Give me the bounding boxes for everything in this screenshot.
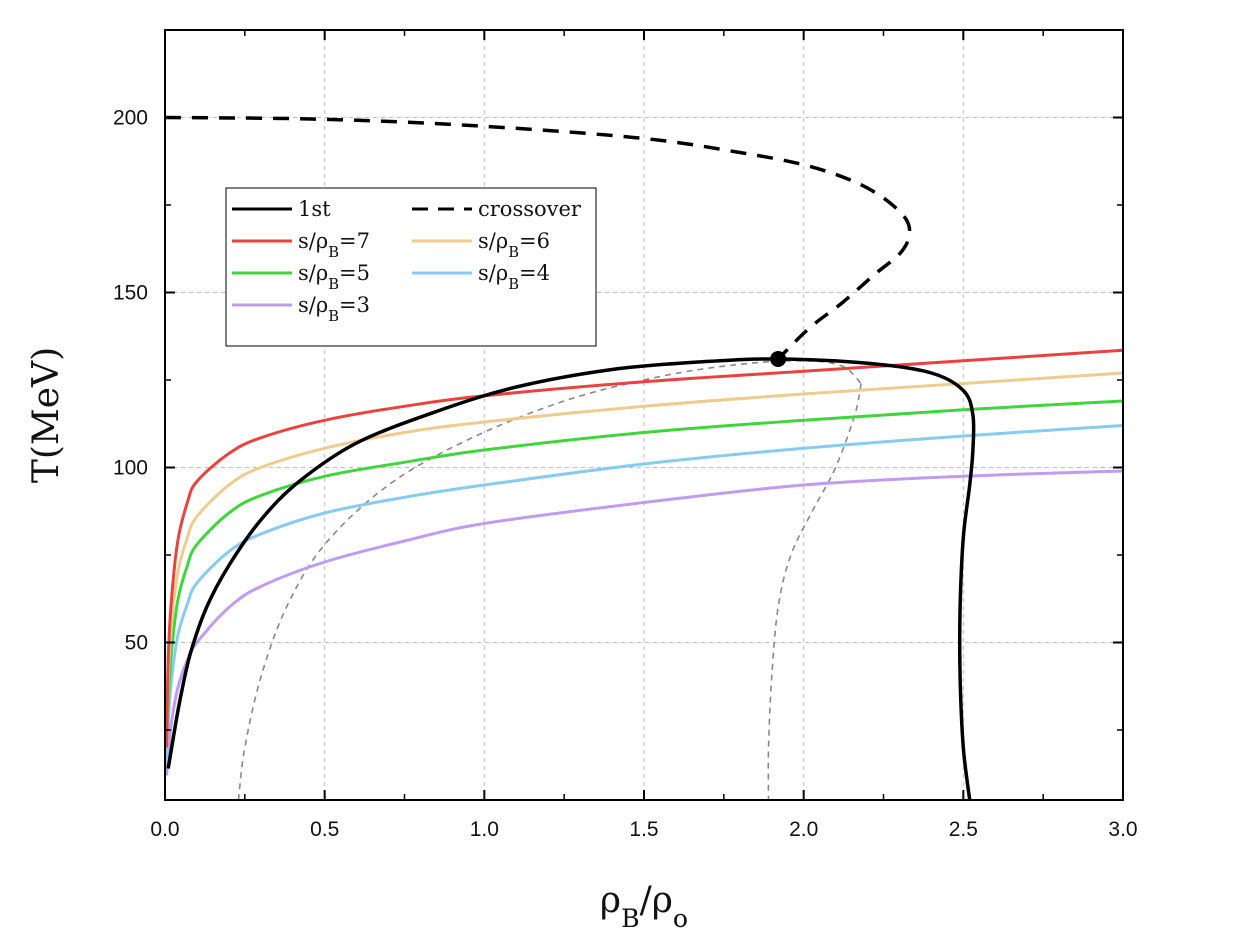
legend-label: s/ρB=6 [478, 229, 550, 261]
series-s-b-4 [165, 424, 1124, 766]
curves [164, 115, 1124, 801]
x-tick-label: 3.0 [1108, 818, 1137, 841]
legend-label: s/ρB=3 [298, 293, 370, 325]
x-tick-label: 0.0 [150, 818, 179, 841]
y-tick-label: 100 [113, 457, 148, 480]
x-tick-label: 1.0 [470, 818, 499, 841]
critical-point [770, 351, 787, 367]
x-tick-label: 2.0 [789, 818, 818, 841]
series-s-b-7 [165, 348, 1124, 748]
series-s-b-5 [165, 399, 1124, 748]
y-axis-title: T(MeV) [26, 347, 67, 483]
grid-lines [165, 30, 1123, 800]
series-s-b-6 [165, 371, 1124, 748]
legend-label: s/ρB=5 [298, 261, 370, 293]
series-spinodal-left [237, 359, 862, 801]
y-tick-label: 200 [113, 107, 148, 130]
legend-label: 1st [298, 197, 331, 221]
x-tick-label: 2.5 [949, 818, 978, 841]
series-s-b-3 [165, 469, 1124, 776]
series-spinodal-right [767, 383, 862, 801]
axis-ticks: 0.0 0.5 1.0 1.5 2.0 2.5 3.0 50 100 150 200 [113, 30, 1138, 841]
legend-label: crossover [478, 197, 582, 221]
critical-point-layer [770, 351, 787, 367]
legend-box [225, 187, 597, 347]
series-1st [166, 357, 976, 801]
y-tick-label: 150 [113, 282, 148, 305]
legend-label: s/ρB=7 [298, 229, 370, 261]
x-tick-label: 0.5 [310, 818, 339, 841]
legend: 1st crossover s/ρB=7 s/ρB=6 s/ρB=5 s/ρB=4 s/ρB… [225, 187, 597, 347]
x-axis-title: ρB/ρo [600, 880, 688, 933]
x-tick-label: 1.5 [629, 818, 658, 841]
legend-label: s/ρB=4 [478, 261, 550, 293]
y-tick-label: 50 [125, 632, 148, 655]
series-crossover [164, 115, 912, 361]
